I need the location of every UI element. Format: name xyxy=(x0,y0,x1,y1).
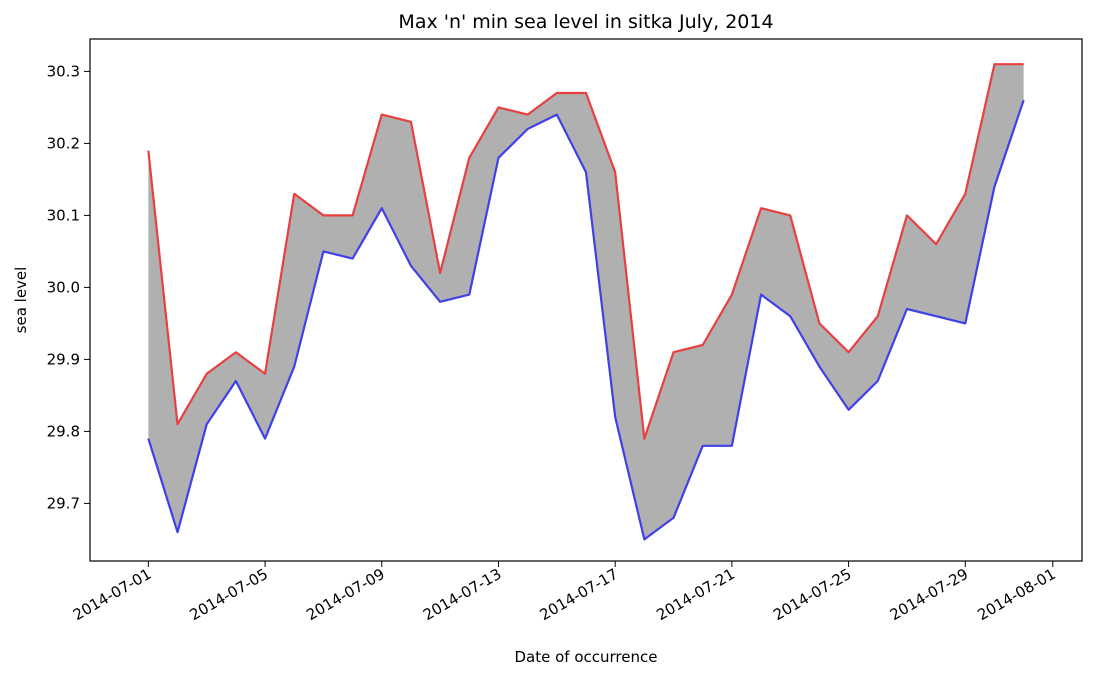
y-tick-label: 30.0 xyxy=(47,278,80,296)
x-tick-label: 2014-07-09 xyxy=(303,565,388,624)
x-tick-label: 2014-07-01 xyxy=(70,565,155,624)
y-axis-label: sea level xyxy=(12,267,30,334)
x-tick-label: 2014-07-05 xyxy=(187,565,272,624)
x-axis: 2014-07-01 2014-07-05 2014-07-09 2014-07-13… xyxy=(70,561,1059,624)
x-axis-label: Date of occurrence xyxy=(515,648,658,666)
max-sea-level-line xyxy=(147,63,1024,440)
y-tick-label: 29.9 xyxy=(47,350,80,368)
x-tick-label: 2014-07-13 xyxy=(420,565,505,624)
y-tick-label: 30.3 xyxy=(47,62,80,80)
plot-area xyxy=(147,63,1025,541)
min-sea-level-line xyxy=(147,99,1025,541)
x-tick-label: 2014-08-01 xyxy=(974,565,1059,624)
y-tick-label: 29.7 xyxy=(47,494,80,512)
chart-title: Max 'n' min sea level in sitka July, 201… xyxy=(398,11,773,33)
y-axis: 29.7 29.8 29.9 30.0 30.1 30.2 30.3 xyxy=(47,62,90,512)
y-tick-label: 30.2 xyxy=(47,134,80,152)
plot-frame xyxy=(89,38,1083,562)
x-tick-label: 2014-07-21 xyxy=(653,565,738,624)
x-tick-label: 2014-07-29 xyxy=(887,565,972,624)
y-tick-label: 29.8 xyxy=(47,422,80,440)
fill-between-area xyxy=(148,64,1024,540)
y-tick-label: 30.1 xyxy=(47,206,80,224)
x-tick-label: 2014-07-17 xyxy=(537,565,622,624)
x-tick-label: 2014-07-25 xyxy=(770,565,855,624)
